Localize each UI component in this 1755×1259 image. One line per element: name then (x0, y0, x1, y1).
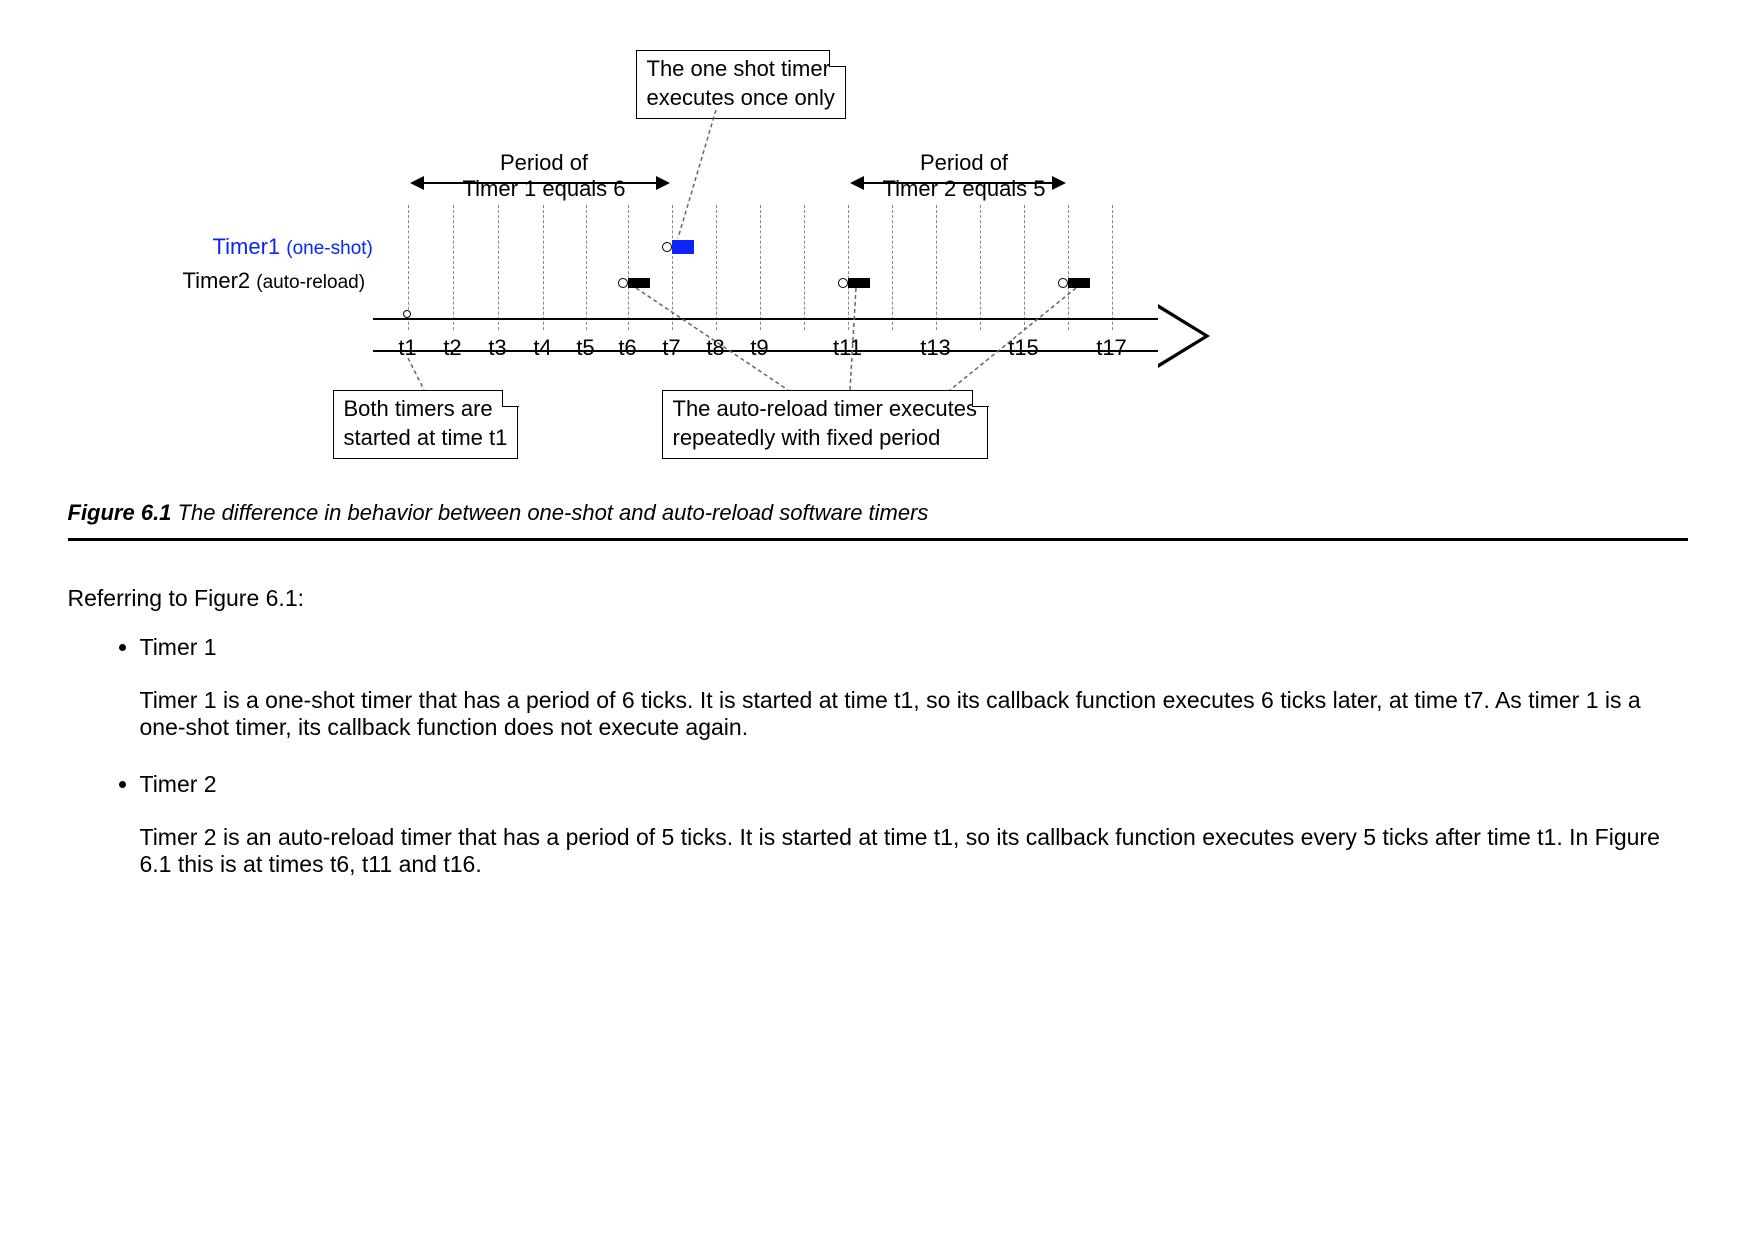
tick-line (543, 205, 544, 330)
timer-list: Timer 1 Timer 1 is a one-shot timer that… (68, 634, 1688, 878)
connector-oneshot (676, 110, 726, 240)
timer2-fire-marker-t16 (1068, 278, 1090, 288)
timer2-name: Timer2 (183, 268, 251, 293)
figure-caption-text: The difference in behavior between one-s… (178, 500, 929, 525)
period2-label: Period of Timer 2 equals 5 (883, 150, 1046, 203)
connector-autoreload-2 (848, 288, 868, 392)
list-item-timer1: Timer 1 Timer 1 is a one-shot timer that… (140, 634, 1688, 741)
tick-line (498, 205, 499, 330)
timer1-name: Timer1 (213, 234, 281, 259)
connector-autoreload-1 (628, 288, 808, 392)
timer2-fire-marker-t6 (628, 278, 650, 288)
tick-line (936, 205, 937, 330)
tick-line (892, 205, 893, 330)
tick-line (586, 205, 587, 330)
bullet-title-1: Timer 1 (140, 634, 217, 660)
divider (68, 538, 1688, 541)
timer1-label: Timer1 (one-shot) (213, 234, 373, 260)
intro-text: Referring to Figure 6.1: (68, 581, 1688, 616)
note-autoreload: The auto-reload timer executes repeatedl… (662, 390, 989, 459)
bullet-desc-2: Timer 2 is an auto-reload timer that has… (140, 824, 1688, 878)
axis-arrowhead-icon (1158, 304, 1210, 368)
period1-line1: Period of (500, 150, 588, 175)
page-root: The one shot timer executes once only Pe… (68, 40, 1688, 878)
timer1-fire-marker (672, 240, 694, 254)
bullet-title-2: Timer 2 (140, 771, 217, 797)
timer2-label: Timer2 (auto-reload) (183, 268, 366, 294)
tick-line (453, 205, 454, 330)
period1-arrow (412, 182, 668, 184)
period1-label: Period of Timer 1 equals 6 (463, 150, 626, 203)
note-oneshot-line1: The one shot timer (647, 56, 830, 81)
timer-diagram: The one shot timer executes once only Pe… (68, 40, 1688, 470)
period2-arrow (852, 182, 1064, 184)
period1-line2: Timer 1 equals 6 (463, 176, 626, 201)
note-start: Both timers are started at time t1 (333, 390, 519, 459)
start-marker (403, 310, 411, 318)
note-start-line2: started at time t1 (344, 425, 508, 450)
figure-label: Figure 6.1 (68, 500, 172, 525)
timer2-type: (auto-reload) (256, 272, 365, 293)
period2-line1: Period of (920, 150, 1008, 175)
figure-caption: Figure 6.1 The difference in behavior be… (68, 500, 1688, 526)
timer1-type: (one-shot) (286, 238, 373, 259)
tick-line (1112, 205, 1113, 330)
period2-line2: Timer 2 equals 5 (883, 176, 1046, 201)
list-item-timer2: Timer 2 Timer 2 is an auto-reload timer … (140, 771, 1688, 878)
note-autoreload-line2: repeatedly with fixed period (673, 425, 941, 450)
note-oneshot: The one shot timer executes once only (636, 50, 846, 119)
connector-autoreload-3 (948, 288, 1078, 392)
timer2-fire-marker-t11 (848, 278, 870, 288)
note-start-line1: Both timers are (344, 396, 493, 421)
connector-start (404, 358, 434, 392)
note-oneshot-line2: executes once only (647, 85, 835, 110)
bullet-desc-1: Timer 1 is a one-shot timer that has a p… (140, 687, 1688, 741)
note-autoreload-line1: The auto-reload timer executes (673, 396, 978, 421)
